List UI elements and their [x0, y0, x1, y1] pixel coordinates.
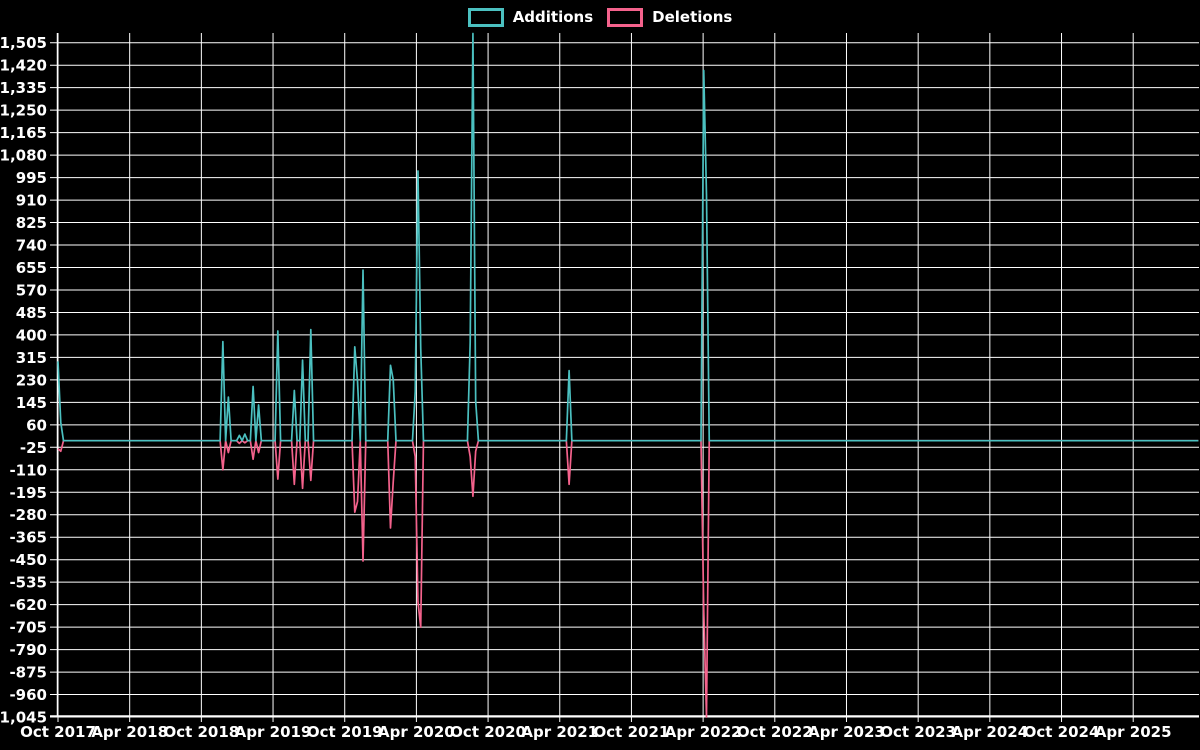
additions-line — [57, 32, 1199, 442]
y-axis-tick-label: 570 — [16, 281, 47, 299]
y-axis-tick-label: 995 — [16, 169, 47, 187]
x-axis-tick-label: Oct 2018 — [163, 723, 239, 741]
y-axis-tick-label: -110 — [9, 461, 47, 479]
y-axis-tick-label: 1,505 — [0, 34, 47, 52]
y-axis-tick-label: -25 — [20, 439, 47, 457]
x-axis-tick-label: Apr 2022 — [665, 723, 742, 741]
x-axis-tick-label: Apr 2023 — [808, 723, 885, 741]
y-axis-tick-label: 485 — [16, 304, 47, 322]
x-axis-tick-label: Apr 2024 — [951, 723, 1028, 741]
x-axis-tick-label: Oct 2024 — [1024, 723, 1100, 741]
y-axis-tick-label: 60 — [26, 416, 47, 434]
y-axis-tick-label: -875 — [9, 664, 47, 682]
x-axis-tick-label: Oct 2019 — [307, 723, 383, 741]
deletions-legend-label: Deletions — [652, 8, 733, 26]
y-axis-tick-label: -280 — [9, 506, 47, 524]
y-axis-tick-label: 230 — [16, 371, 47, 389]
x-axis-tick-label: Apr 2019 — [235, 723, 312, 741]
y-axis-tick-label: -1,045 — [0, 709, 47, 727]
additions-legend-label: Additions — [512, 8, 594, 26]
chart-legend: Additions Deletions — [0, 8, 1200, 27]
y-axis-tick-label: 145 — [16, 394, 47, 412]
y-axis-tick-label: -535 — [9, 574, 47, 592]
legend-item-additions[interactable]: Additions — [467, 8, 594, 27]
y-axis-tick-label: 1,165 — [0, 124, 47, 142]
y-axis-tick-label: 1,335 — [0, 79, 47, 97]
x-axis-tick-label: Apr 2018 — [91, 723, 168, 741]
x-axis-tick-label: Oct 2017 — [20, 723, 96, 741]
x-axis-tick-label: Oct 2023 — [880, 723, 956, 741]
deletions-legend-swatch — [607, 8, 644, 27]
x-axis-tick-label: Apr 2025 — [1095, 723, 1172, 741]
y-axis-tick-label: 740 — [16, 237, 47, 255]
y-axis-tick-label: 400 — [16, 326, 47, 344]
y-axis-tick-label: -450 — [9, 551, 47, 569]
y-axis-tick-label: -790 — [9, 641, 47, 659]
legend-item-deletions[interactable]: Deletions — [607, 8, 732, 27]
y-axis-tick-label: -365 — [9, 529, 47, 547]
y-axis-tick-label: 1,080 — [0, 147, 47, 165]
y-axis-tick-label: 910 — [16, 192, 47, 210]
y-axis-tick-label: 1,250 — [0, 102, 47, 120]
x-axis-tick-label: Apr 2021 — [521, 723, 598, 741]
deletions-line — [57, 439, 1199, 718]
y-axis-tick-label: -960 — [9, 686, 47, 704]
x-axis-tick-label: Apr 2020 — [378, 723, 455, 741]
y-axis-tick-label: -705 — [9, 619, 47, 637]
y-axis-tick-label: 655 — [16, 259, 47, 277]
x-axis-tick-label: Oct 2020 — [450, 723, 526, 741]
y-axis-tick-label: -620 — [9, 596, 47, 614]
y-axis-tick-label: 825 — [16, 214, 47, 232]
y-axis-tick-label: -195 — [9, 484, 47, 502]
x-axis-tick-label: Oct 2021 — [594, 723, 670, 741]
y-axis-tick-label: 1,420 — [0, 57, 47, 75]
y-axis-tick-label: 315 — [16, 349, 47, 367]
additions-legend-swatch — [467, 8, 504, 27]
x-axis-tick-label: Oct 2022 — [737, 723, 813, 741]
